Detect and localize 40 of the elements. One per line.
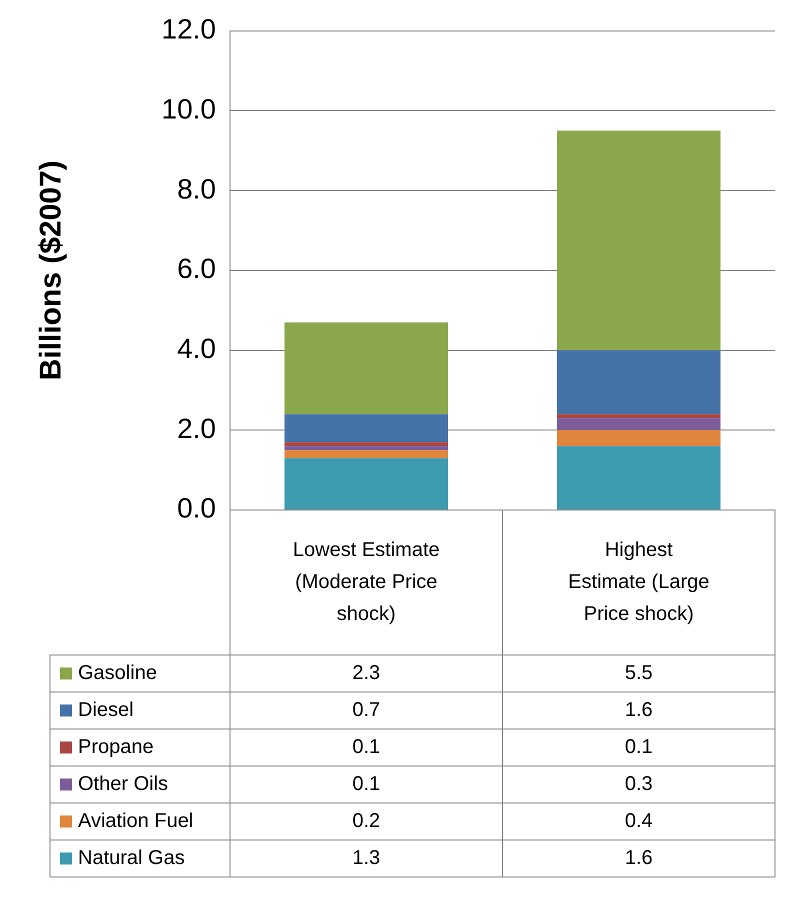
- legend-label: Diesel: [78, 699, 134, 722]
- data-label: 5.5: [624, 662, 653, 684]
- legend-label: Gasoline: [78, 662, 157, 684]
- data-label: 0.3: [624, 773, 653, 796]
- y-tick-label: 0.0: [177, 492, 216, 524]
- data-label: 0.1: [624, 736, 653, 758]
- data-label: 2.3: [352, 662, 380, 684]
- bar: [284, 442, 448, 446]
- bar: [557, 430, 720, 446]
- legend-label: Natural Gas: [78, 847, 185, 870]
- data-label: 0.4: [624, 810, 653, 832]
- y-tick-label: 4.0: [177, 332, 216, 364]
- bar: [557, 446, 720, 510]
- bar: [557, 418, 720, 430]
- data-label: 1.6: [624, 847, 653, 870]
- y-tick-label: 2.0: [177, 412, 216, 444]
- legend-label: Propane: [78, 736, 154, 758]
- bar: [557, 130, 720, 350]
- bar: [284, 322, 448, 414]
- data-label: 1.3: [352, 847, 380, 870]
- legend-label: Other Oils: [78, 773, 168, 796]
- bar: [284, 446, 448, 450]
- legend-label: Aviation Fuel: [78, 810, 194, 832]
- y-tick-label: 12.0: [162, 14, 216, 45]
- bar: [557, 350, 720, 414]
- y-tick-label: 6.0: [177, 253, 216, 284]
- bar: [284, 450, 448, 458]
- x-tick-label: Highest Estimate (Large Price shock): [568, 539, 710, 626]
- bar: [557, 414, 720, 418]
- y-tick-label: 10.0: [162, 93, 216, 124]
- data-label: 0.1: [352, 736, 380, 758]
- data-label: 0.1: [352, 773, 380, 796]
- data-label: 0.7: [352, 699, 380, 722]
- data-label: 0.2: [352, 810, 380, 832]
- x-tick-label: Lowest Estimate (Moderate Price shock): [292, 539, 440, 626]
- bar: [284, 414, 448, 442]
- y-axis-title: Billions ($2007): [34, 160, 68, 380]
- y-tick-label: 8.0: [177, 173, 216, 204]
- data-label: 1.6: [624, 699, 653, 722]
- bar: [284, 458, 448, 510]
